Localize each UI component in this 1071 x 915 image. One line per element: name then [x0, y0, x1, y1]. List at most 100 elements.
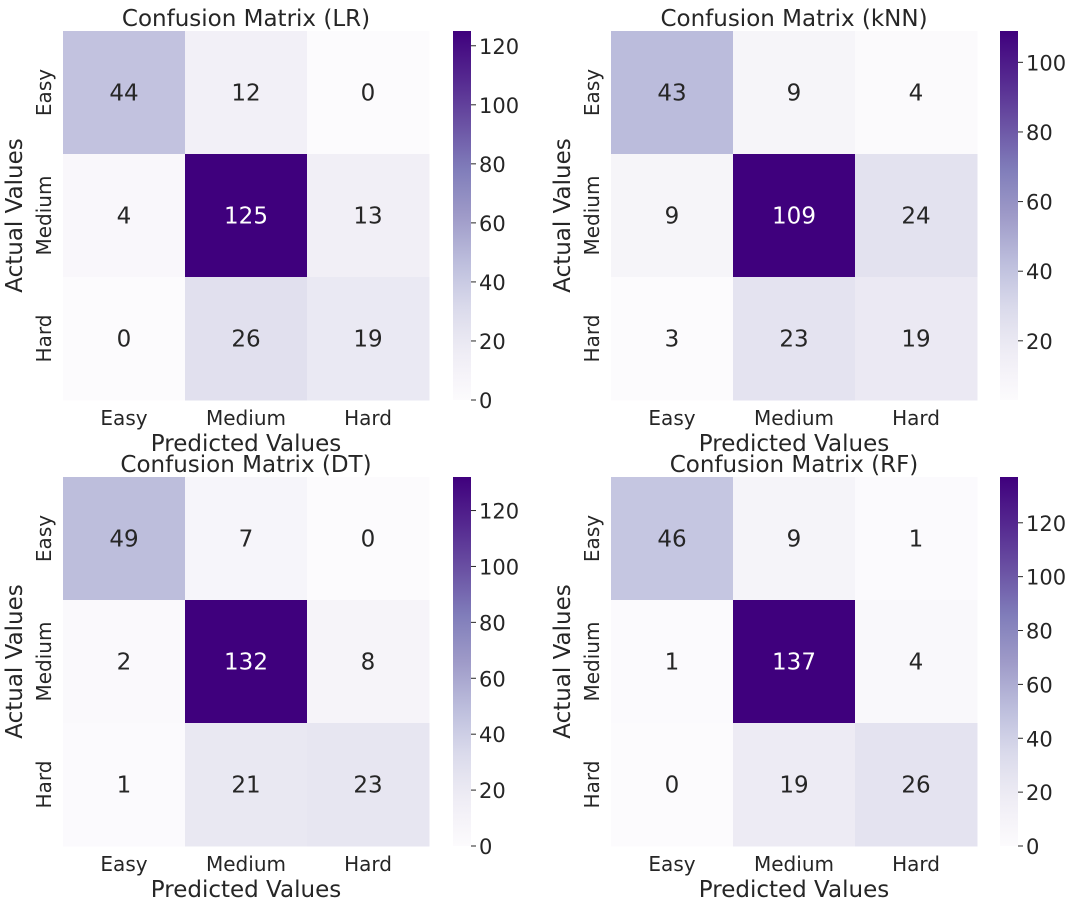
heatmap-cell: [63, 723, 186, 847]
cell-value-label: 8: [361, 650, 376, 676]
colorbar-tick-label: 60: [479, 212, 506, 236]
colorbar-tick-label: 20: [1026, 781, 1053, 805]
x-tick-label: Easy: [100, 852, 147, 876]
cell-value-label: 13: [353, 204, 382, 230]
colorbar: [1000, 477, 1018, 846]
cell-value-label: 26: [901, 773, 930, 799]
y-axis-label: Actual Values: [550, 584, 576, 739]
y-tick-label: Medium: [580, 622, 604, 702]
chart-title: Confusion Matrix (kNN): [660, 6, 927, 32]
cell-value-label: 132: [224, 650, 268, 676]
cell-value-label: 2: [117, 650, 132, 676]
cell-value-label: 21: [231, 773, 260, 799]
cell-value-label: 1: [909, 527, 924, 553]
x-tick-label: Medium: [206, 852, 286, 876]
heatmap-cell: [63, 600, 186, 724]
colorbar-tick-label: 80: [1026, 620, 1053, 644]
colorbar-tick-label: 120: [479, 500, 519, 524]
colorbar-tick-label: 40: [479, 723, 506, 747]
heatmap-cell: [855, 723, 978, 847]
x-tick-label: Easy: [100, 406, 147, 430]
heatmap-cell: [307, 31, 430, 155]
x-tick-label: Easy: [648, 406, 695, 430]
x-axis-label: Predicted Values: [151, 877, 341, 903]
cell-value-label: 109: [772, 204, 816, 230]
confusion-matrix-panel-2: Confusion Matrix (kNN) 43 9 4 9 109 24 3 23 19 Eas…: [550, 6, 1066, 457]
heatmap-cell: [733, 600, 856, 724]
heatmap-cell: [733, 277, 856, 401]
y-axis-label: Actual Values: [2, 138, 28, 293]
heatmap-cell: [733, 31, 856, 155]
x-tick-label: Medium: [754, 406, 834, 430]
colorbar-tick-label: 20: [1026, 330, 1053, 354]
colorbar-tick-label: 40: [1026, 727, 1053, 751]
y-tick-label: Hard: [32, 315, 56, 363]
heatmap-cell: [185, 600, 308, 724]
heatmap-cell: [185, 277, 308, 401]
y-tick-label: Easy: [32, 69, 56, 116]
colorbar-tick-label: 0: [479, 389, 492, 413]
heatmap-cell: [307, 600, 430, 724]
cell-value-label: 46: [657, 527, 686, 553]
x-tick-label: Hard: [892, 852, 940, 876]
colorbar-tick-label: 0: [1026, 835, 1039, 859]
heatmap-cell: [63, 154, 186, 278]
colorbar-tick-label: 60: [479, 667, 506, 691]
heatmap-cell: [307, 277, 430, 401]
cell-value-label: 9: [787, 527, 802, 553]
y-axis-label: Actual Values: [2, 584, 28, 739]
cell-value-label: 137: [772, 650, 816, 676]
heatmap-cell: [611, 277, 734, 401]
cell-value-label: 43: [657, 81, 686, 107]
cell-value-label: 49: [109, 527, 138, 553]
colorbar: [1000, 31, 1018, 400]
y-tick-label: Medium: [32, 622, 56, 702]
cell-value-label: 19: [353, 327, 382, 353]
heatmap-cell: [63, 477, 186, 601]
y-tick-label: Hard: [32, 761, 56, 809]
heatmap-cell: [855, 600, 978, 724]
chart-title: Confusion Matrix (LR): [122, 6, 370, 32]
cell-value-label: 26: [231, 327, 260, 353]
colorbar-tick-label: 100: [1026, 51, 1066, 75]
heatmap-cell: [855, 31, 978, 155]
confusion-matrix-panel-1: Confusion Matrix (LR)44 12 04 125 130 26 19Eas…: [2, 6, 519, 457]
heatmap-cell: [63, 31, 186, 155]
colorbar: [453, 477, 471, 846]
colorbar-tick-label: 100: [1026, 566, 1066, 590]
cell-value-label: 1: [665, 650, 680, 676]
cell-value-label: 19: [779, 773, 808, 799]
colorbar-tick-label: 60: [1026, 191, 1053, 215]
x-tick-label: Easy: [648, 852, 695, 876]
chart-title: Confusion Matrix (DT): [120, 452, 371, 478]
cell-value-label: 9: [787, 81, 802, 107]
heatmap-cell: [733, 154, 856, 278]
colorbar-tick-label: 40: [1026, 260, 1053, 284]
colorbar-tick-label: 0: [479, 835, 492, 859]
colorbar-tick-label: 100: [479, 555, 519, 579]
heatmap-cell: [611, 600, 734, 724]
y-tick-label: Hard: [580, 315, 604, 363]
colorbar: [453, 31, 471, 400]
y-tick-label: Easy: [580, 69, 604, 116]
heatmap-cell: [611, 154, 734, 278]
cell-value-label: 23: [353, 773, 382, 799]
heatmap-cell: [307, 477, 430, 601]
colorbar-tick-label: 80: [1026, 121, 1053, 145]
heatmap-cell: [733, 723, 856, 847]
y-tick-label: Easy: [580, 515, 604, 562]
heatmap-cell: [63, 277, 186, 401]
cell-value-label: 125: [224, 204, 268, 230]
x-tick-label: Hard: [892, 406, 940, 430]
cell-value-label: 9: [665, 204, 680, 230]
heatmap-cell: [611, 477, 734, 601]
heatmap-cell: [611, 723, 734, 847]
cell-value-label: 4: [909, 81, 924, 107]
heatmap-cell: [185, 477, 308, 601]
x-axis-label: Predicted Values: [699, 431, 889, 457]
x-tick-label: Medium: [754, 852, 834, 876]
cell-value-label: 3: [665, 327, 680, 353]
